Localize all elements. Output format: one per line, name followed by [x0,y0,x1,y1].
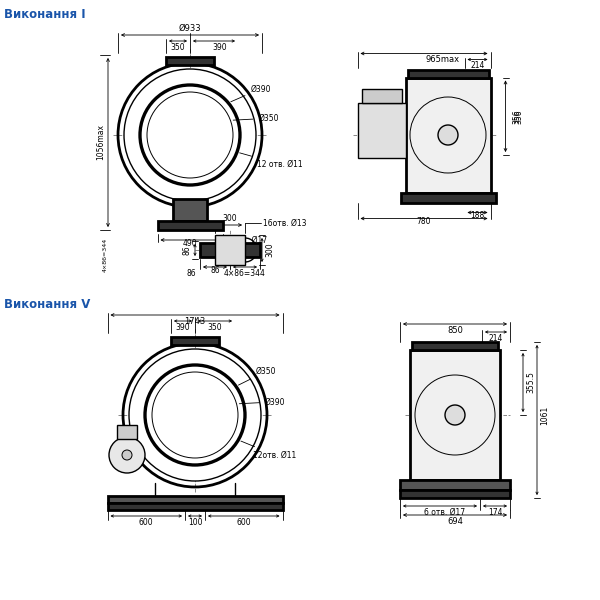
Bar [400,490,510,498]
Text: 12отв. Ø11: 12отв. Ø11 [241,441,296,460]
Bar [407,70,488,77]
Text: 350: 350 [170,43,185,52]
Text: 4отв.  Ø17: 4отв. Ø17 [226,235,266,245]
Text: 390: 390 [212,43,227,52]
Bar [166,57,214,65]
Text: 16отв. Ø13: 16отв. Ø13 [263,218,307,227]
Text: 188: 188 [470,211,485,220]
Text: Ø390: Ø390 [239,397,285,406]
Text: 300: 300 [265,242,274,257]
Text: 390: 390 [176,323,190,332]
Text: 850: 850 [447,326,463,335]
Text: Виконання V: Виконання V [4,298,91,311]
Text: 350: 350 [208,323,223,332]
Text: 86: 86 [187,269,196,278]
Text: 174: 174 [488,508,502,517]
Text: Ø350: Ø350 [238,367,277,385]
Text: 355.5: 355.5 [526,371,535,394]
Text: 780: 780 [417,217,431,226]
Circle shape [438,125,458,145]
Text: 214: 214 [489,334,503,343]
Bar [157,221,223,230]
Text: Ø390: Ø390 [231,85,271,102]
Text: 300: 300 [223,214,238,223]
Text: 1743: 1743 [184,317,206,326]
Bar [361,88,401,103]
Bar [358,103,406,157]
Text: 12 отв. Ø11: 12 отв. Ø11 [239,153,302,169]
Text: 965max: 965max [426,55,460,64]
Bar [200,243,260,257]
Bar [406,77,491,193]
Text: 6 отв. Ø17: 6 отв. Ø17 [424,508,466,517]
Text: 600: 600 [139,518,154,527]
Circle shape [122,450,132,460]
Text: 356: 356 [512,109,521,124]
Bar [401,193,496,202]
Bar [107,496,283,503]
Bar [173,199,207,221]
Text: Ø350: Ø350 [233,114,279,123]
Bar [171,337,219,345]
Bar [410,350,500,480]
Bar [412,342,498,350]
Text: 4×86=344: 4×86=344 [224,269,266,278]
Bar [117,425,137,439]
Text: 86: 86 [183,245,192,255]
Circle shape [124,69,256,201]
Text: 4×86=344: 4×86=344 [103,238,108,272]
Text: 100: 100 [188,518,202,527]
Text: 214: 214 [470,61,485,70]
Text: 694: 694 [447,517,463,526]
Text: Ø933: Ø933 [179,24,202,33]
Text: 600: 600 [236,518,251,527]
Bar [215,235,245,265]
Text: 356: 356 [515,109,523,124]
Circle shape [109,437,145,473]
Circle shape [445,405,465,425]
Text: 490: 490 [182,239,197,248]
Bar [400,480,510,490]
Text: Виконання І: Виконання І [4,8,86,21]
Text: 1061: 1061 [540,406,549,425]
Bar [107,503,283,510]
Text: 86: 86 [210,266,220,275]
Text: 1056max: 1056max [96,124,105,160]
Circle shape [129,349,261,481]
